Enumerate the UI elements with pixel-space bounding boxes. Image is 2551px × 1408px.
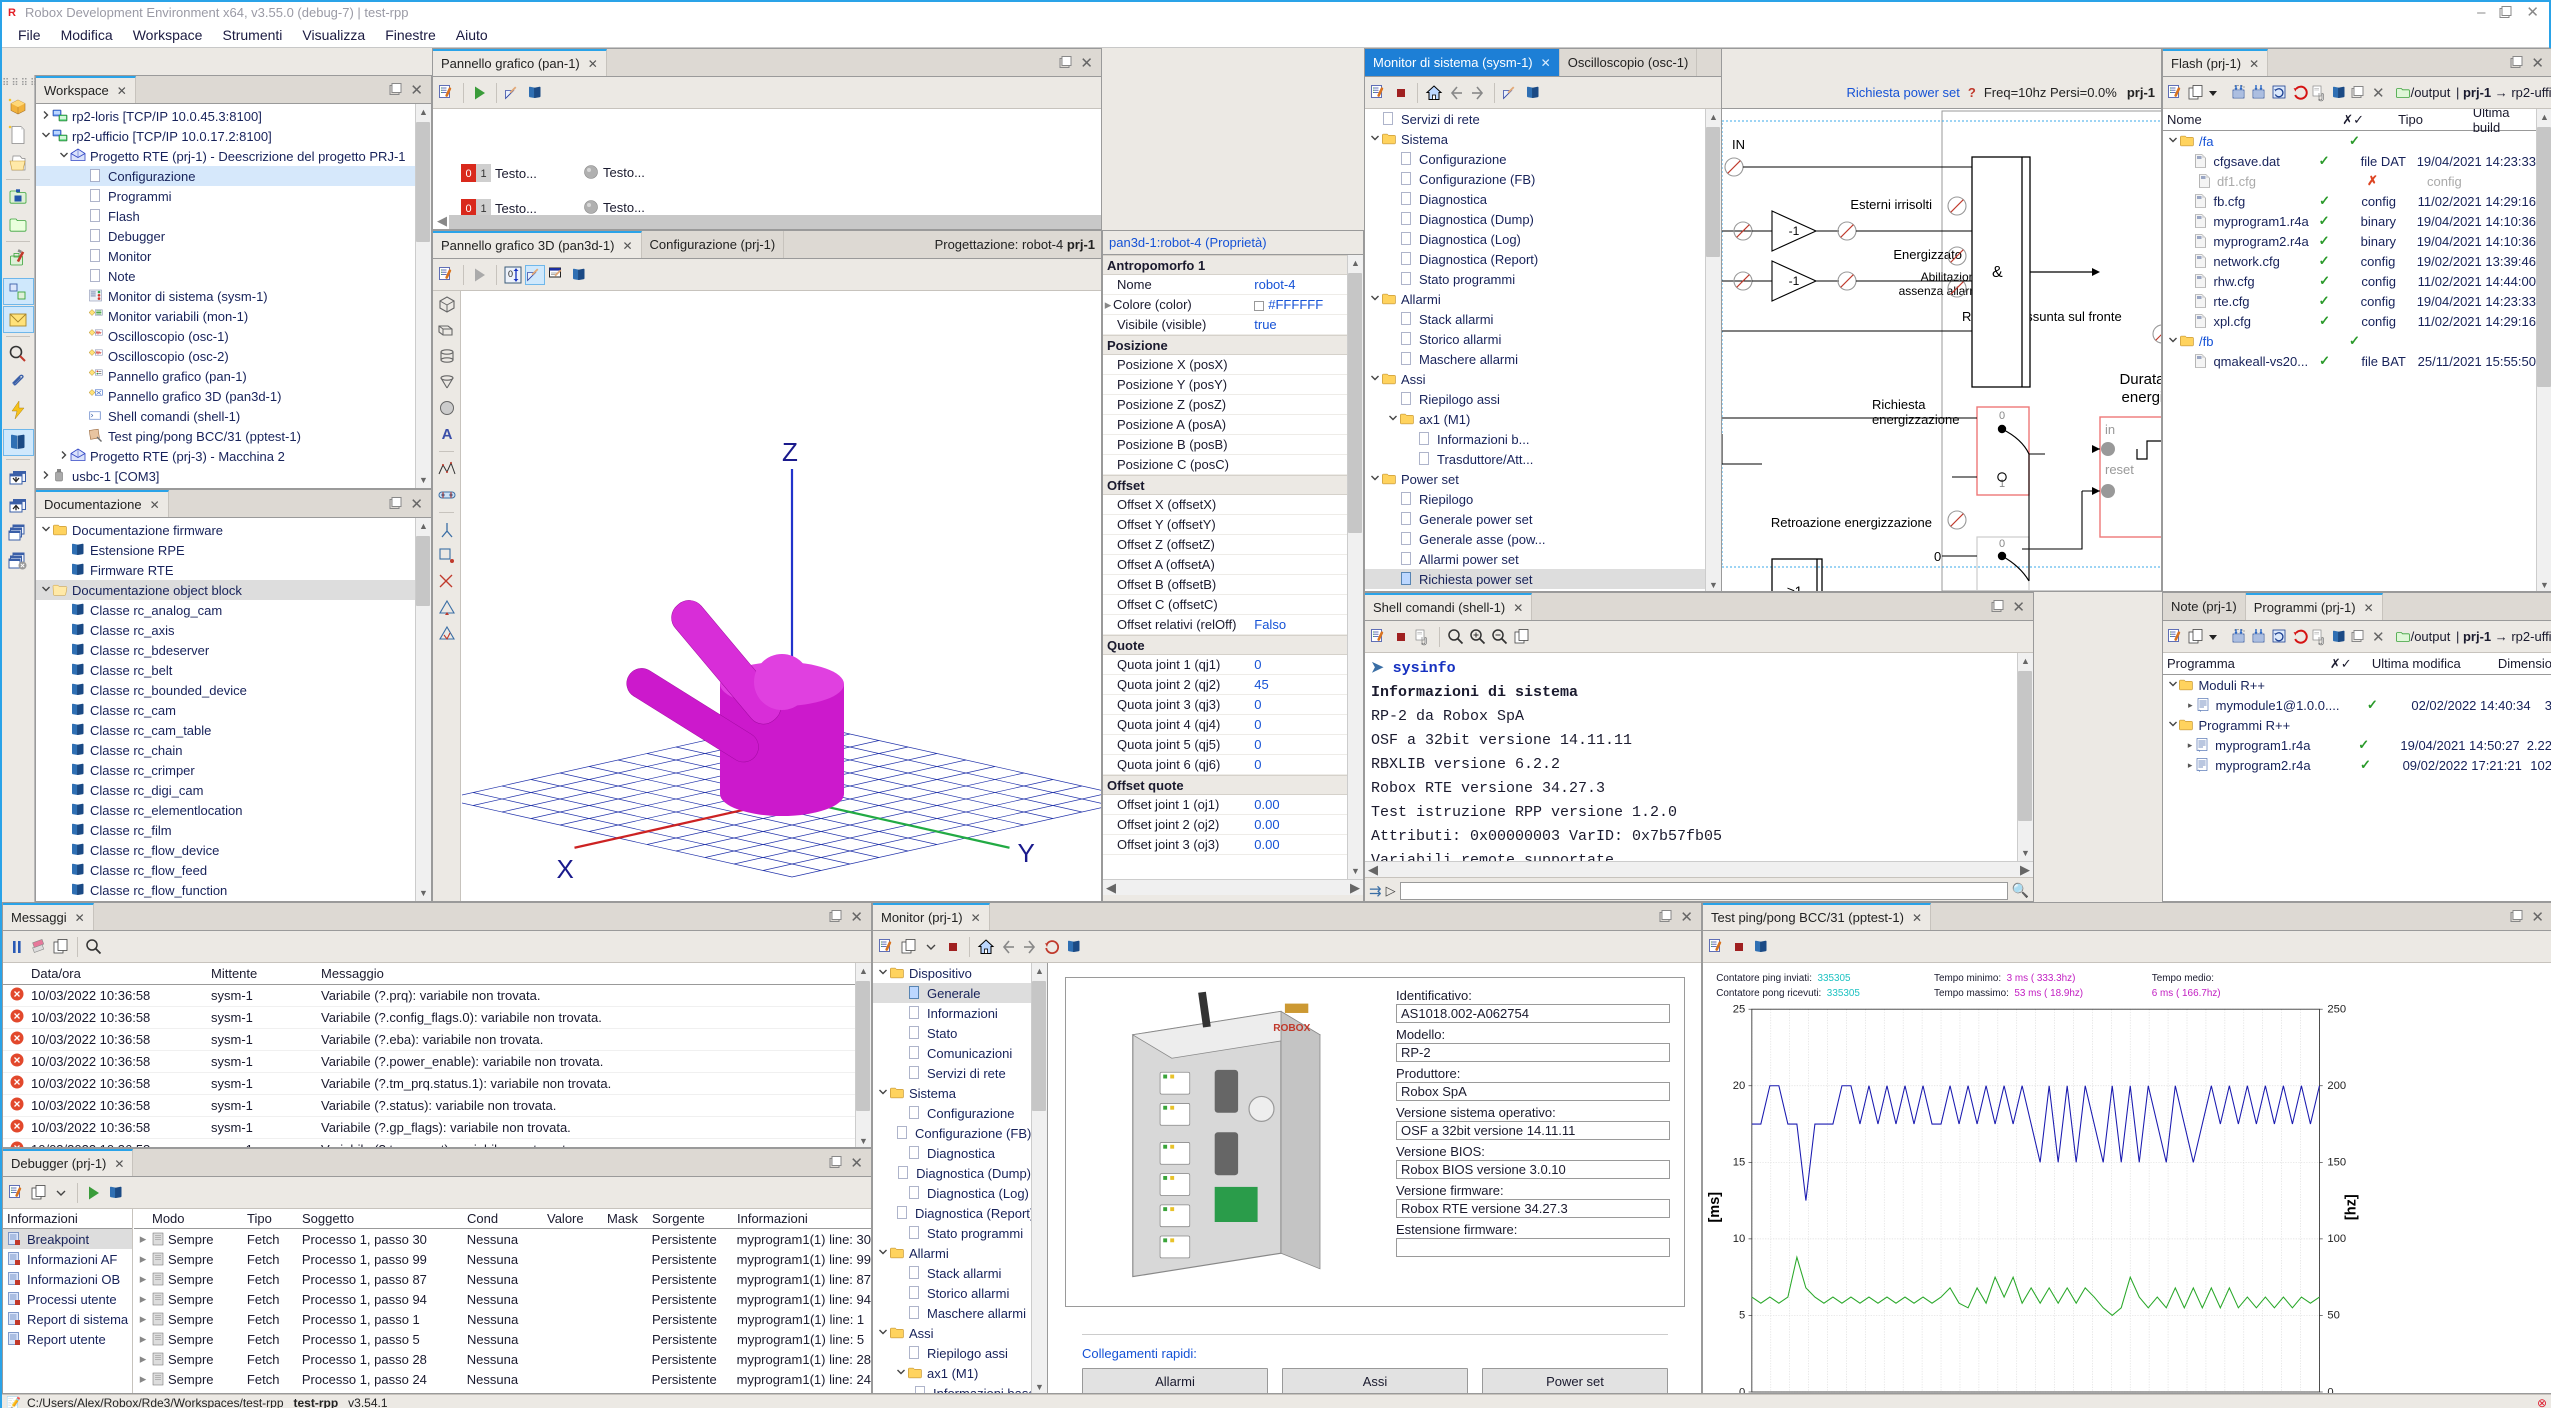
svg-text:-1: -1 [1789, 274, 1800, 288]
svg-text:in: in [2105, 422, 2115, 437]
svg-text:Durata richiesta: Durata richiesta [2119, 371, 2161, 388]
svg-text:assenza allarmi: assenza allarmi [1899, 284, 1982, 298]
svg-text:1: 1 [1999, 478, 2005, 490]
svg-text:10: 10 [1733, 1233, 1745, 1245]
svg-text:1: 1 [480, 203, 486, 215]
svg-text:Esterni irrisolti: Esterni irrisolti [1850, 197, 1932, 212]
svg-text:0: 0 [2327, 1386, 2333, 1394]
svg-text:energizzazione: energizzazione [1872, 412, 1959, 427]
svg-text:15: 15 [1733, 1157, 1745, 1169]
svg-text:IN: IN [1732, 137, 1745, 152]
svg-text:200: 200 [2327, 1080, 2346, 1092]
svg-text:0: 0 [508, 269, 513, 279]
svg-text:25: 25 [1733, 1004, 1745, 1016]
svg-text:Richiesta: Richiesta [1872, 397, 1926, 412]
svg-text:0: 0 [1739, 1386, 1745, 1394]
svg-text:0: 0 [465, 203, 471, 215]
svg-text:[ms]: [ms] [1707, 1192, 1723, 1223]
svg-text:Y: Y [1018, 838, 1035, 868]
svg-text:1: 1 [480, 168, 486, 180]
svg-text:5: 5 [1739, 1310, 1745, 1322]
svg-text:Retroazione energizzazione: Retroazione energizzazione [1771, 515, 1932, 530]
svg-text:-1: -1 [1789, 224, 1800, 238]
svg-text:20: 20 [1733, 1080, 1745, 1092]
svg-text:0: 0 [1934, 549, 1941, 564]
svg-text:0: 0 [1999, 410, 2005, 422]
svg-text:reset: reset [2105, 462, 2134, 477]
svg-text:250: 250 [2327, 1004, 2346, 1016]
svg-text:X: X [557, 854, 574, 884]
svg-text:0: 0 [465, 168, 471, 180]
svg-text:≥1: ≥1 [1787, 583, 1803, 592]
svg-text:[hz]: [hz] [2344, 1194, 2360, 1220]
svg-text:A: A [441, 426, 452, 443]
svg-text:0: 0 [1999, 538, 2005, 550]
svg-text:energizzazione: energizzazione [2122, 389, 2161, 406]
svg-text:50: 50 [2327, 1310, 2339, 1322]
svg-text:100: 100 [2327, 1233, 2346, 1245]
svg-text:150: 150 [2327, 1157, 2346, 1169]
svg-text:R: R [8, 6, 16, 18]
svg-text:ROBOX: ROBOX [1273, 1023, 1310, 1034]
svg-text:&: & [1992, 264, 2003, 281]
svg-text:Z: Z [782, 437, 798, 467]
